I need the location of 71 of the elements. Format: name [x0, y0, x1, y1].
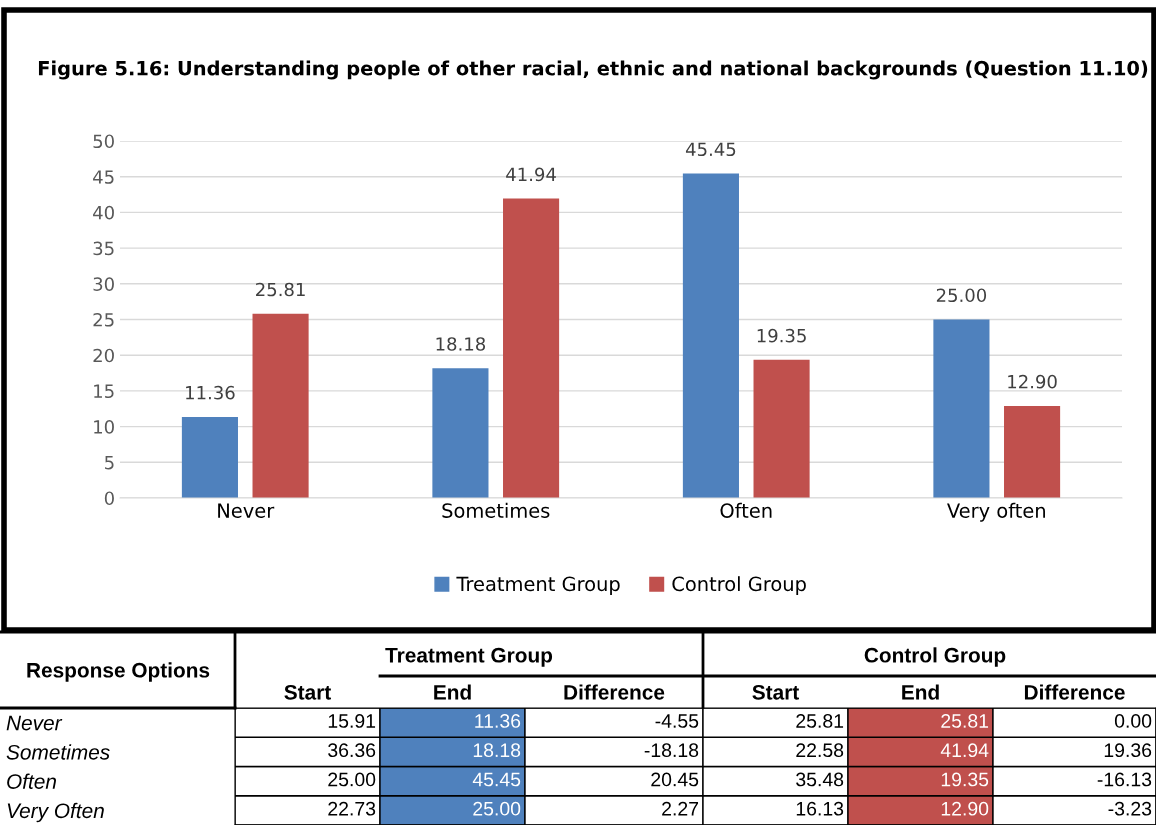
data-label: 41.94: [940, 743, 989, 758]
y-tick-label: 40: [93, 205, 114, 220]
data-label: 36.36: [328, 743, 376, 758]
data-label: 2.27: [662, 801, 699, 816]
data-label: 25.81: [796, 714, 844, 728]
bar: [682, 173, 739, 498]
bar: [252, 313, 309, 498]
data-label: 19.35: [941, 772, 989, 787]
bar: [933, 319, 990, 498]
y-tick-label: 30: [93, 277, 114, 291]
data-label: 45.45: [472, 772, 521, 787]
y-tick-label: Never: [6, 715, 63, 731]
x-tick-label: End: [434, 684, 471, 700]
data-label: 11.36: [186, 385, 235, 400]
data-label: 16.13: [796, 801, 844, 816]
data-label: 15.91: [328, 714, 376, 728]
data-label: 11.36: [475, 714, 521, 728]
legend-label: Treatment Group: [456, 576, 620, 596]
data-label: 25.81: [941, 714, 989, 728]
x-tick-label: Start: [284, 684, 331, 700]
data-label: 12.90: [1008, 374, 1057, 389]
bar: [181, 416, 238, 498]
data-label: -16.13: [1097, 772, 1152, 787]
data-label: 19.35: [757, 328, 806, 343]
text: Treatment Group: [385, 647, 553, 667]
chart-title: Figure 5.16: Understanding people of other racial, ethnic and national backgrounds (Question 11.10): [38, 60, 1148, 80]
data-label: -3.23: [1108, 801, 1152, 816]
x-tick-label: Difference: [564, 684, 665, 700]
bar: [432, 368, 489, 498]
y-tick-label: 0: [104, 491, 114, 506]
data-label: 25.81: [256, 282, 305, 297]
data-label: 22.73: [328, 801, 376, 816]
y-tick-label: 35: [93, 241, 114, 256]
x-tick-label: Difference: [1024, 684, 1125, 700]
y-tick-label: 5: [105, 456, 114, 470]
y-tick-label: Very Often: [7, 802, 104, 823]
y-tick-label: 20: [93, 348, 114, 363]
y-tick-label: 10: [94, 420, 114, 434]
x-tick-label: Start: [752, 684, 799, 700]
y-axis-title: Response Options: [27, 662, 210, 682]
x-tick-label: End: [902, 684, 939, 700]
data-label: 41.94: [506, 167, 556, 182]
y-tick-label: Often: [7, 773, 57, 789]
data-label: 35.48: [796, 772, 844, 787]
y-tick-label: 50: [93, 134, 114, 149]
data-label: -4.55: [655, 714, 699, 728]
data-label: 18.18: [436, 337, 486, 351]
data-label: 19.36: [1104, 743, 1152, 758]
x-tick-label: Very often: [947, 502, 1045, 522]
data-label: 25.00: [328, 772, 376, 787]
x-tick-label: Sometimes: [442, 502, 550, 518]
data-label: 0.00: [1114, 714, 1152, 728]
bar: [1004, 405, 1061, 498]
x-tick-label: Often: [720, 502, 772, 518]
y-tick-label: 45: [93, 170, 114, 184]
data-label: -18.18: [644, 743, 699, 758]
data-label: 12.90: [941, 801, 989, 816]
data-label: 18.18: [473, 743, 521, 758]
bar: [503, 198, 560, 498]
text: Control Group: [864, 647, 1006, 667]
y-tick-label: 15: [94, 384, 114, 399]
data-label: 25.00: [473, 801, 521, 816]
data-label: 20.45: [651, 772, 699, 787]
y-tick-label: Sometimes: [6, 744, 110, 760]
y-tick-label: 25: [93, 312, 114, 327]
data-label: 45.45: [685, 142, 736, 157]
x-tick-label: Never: [218, 503, 275, 518]
legend-label: Control Group: [672, 576, 806, 596]
data-label: 22.58: [796, 743, 844, 758]
data-label: 25.00: [936, 288, 987, 303]
bar: [753, 359, 810, 498]
